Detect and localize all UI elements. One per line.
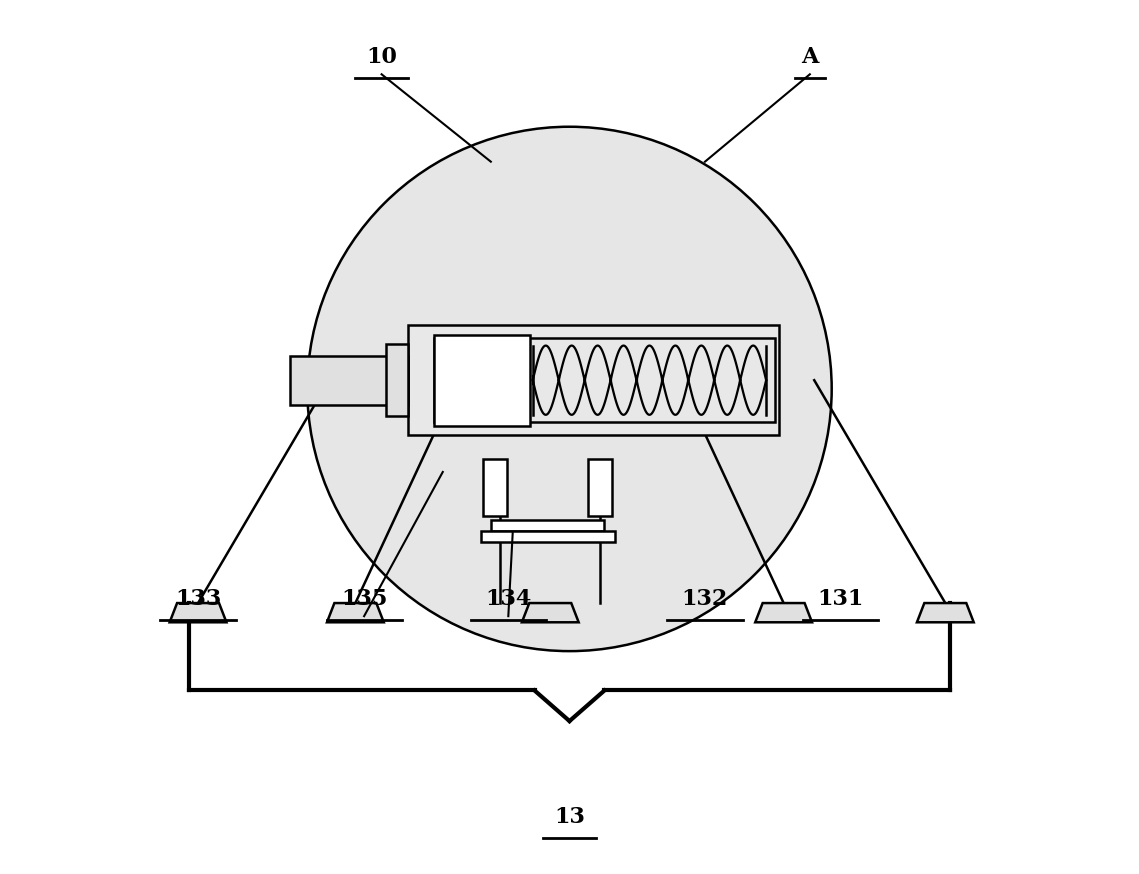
Bar bbox=[588, 459, 613, 516]
Text: 134: 134 bbox=[485, 587, 532, 610]
Bar bbox=[491, 520, 605, 531]
Polygon shape bbox=[755, 603, 812, 622]
Bar bbox=[289, 356, 408, 405]
Polygon shape bbox=[917, 603, 974, 622]
Polygon shape bbox=[522, 603, 579, 622]
Polygon shape bbox=[170, 603, 227, 622]
Text: 132: 132 bbox=[682, 587, 728, 610]
Bar bbox=[386, 344, 408, 416]
Bar bbox=[483, 459, 508, 516]
Text: 13: 13 bbox=[554, 806, 585, 829]
Text: 10: 10 bbox=[366, 45, 398, 68]
Bar bbox=[408, 325, 779, 435]
Text: 135: 135 bbox=[341, 587, 387, 610]
Text: 133: 133 bbox=[175, 587, 221, 610]
Bar bbox=[434, 338, 775, 422]
Text: A: A bbox=[801, 45, 819, 68]
Text: 131: 131 bbox=[818, 587, 863, 610]
Polygon shape bbox=[327, 603, 384, 622]
Circle shape bbox=[308, 127, 831, 651]
Bar bbox=[481, 531, 615, 542]
Bar bbox=[434, 335, 530, 426]
